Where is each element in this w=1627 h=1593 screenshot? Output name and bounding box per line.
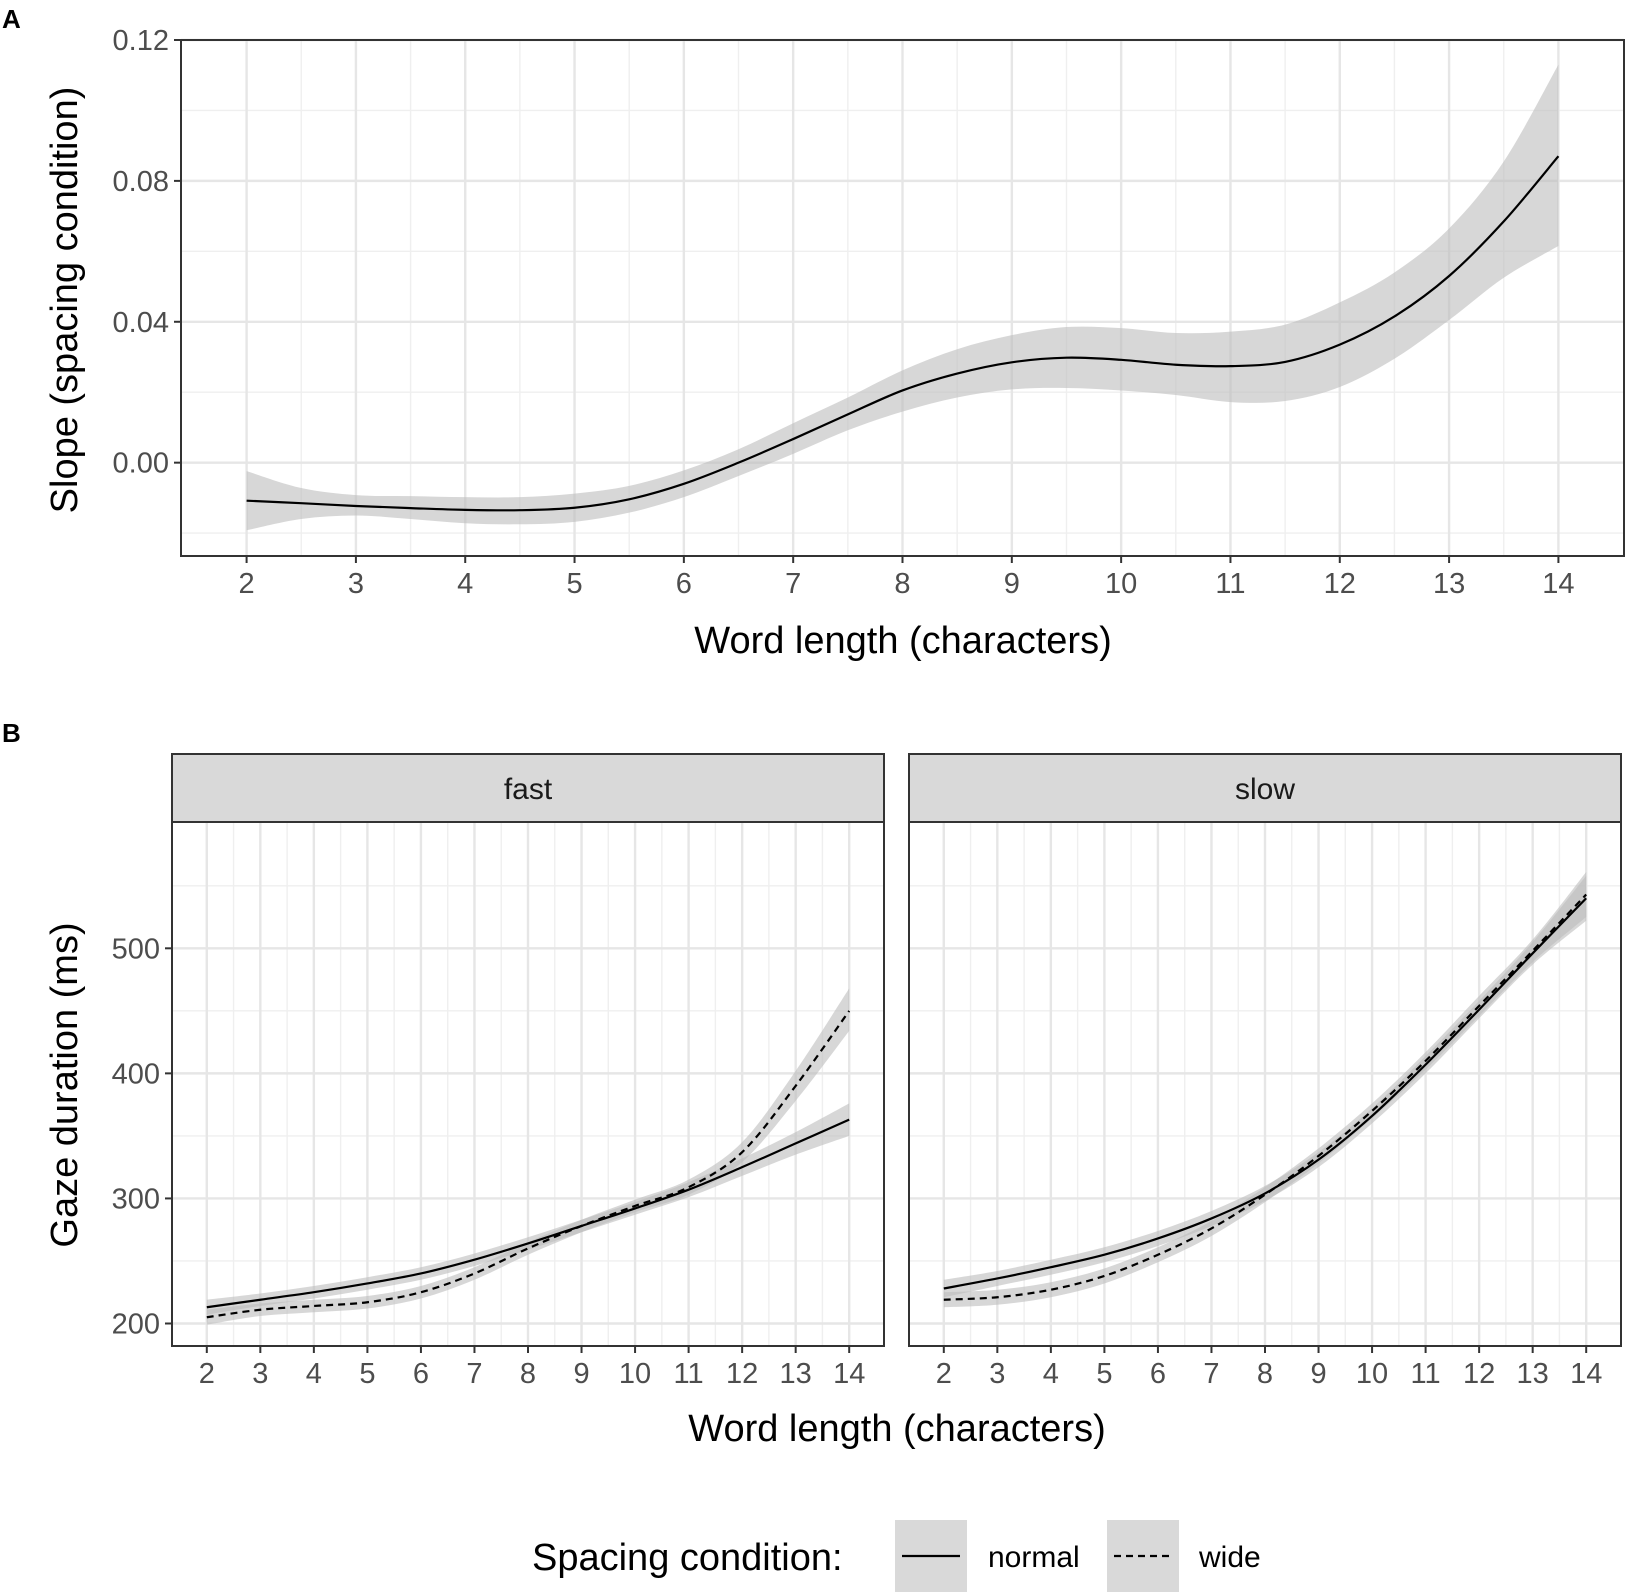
panel-a-label: A [2, 4, 21, 34]
panel-b-slow-x-tick-label: 9 [1310, 1358, 1326, 1390]
panel-b-y-axis-title: Gaze duration (ms) [44, 922, 86, 1247]
panel-a-x-tick-label: 10 [1105, 568, 1137, 600]
panel-b-slow-x-tick-label: 6 [1150, 1358, 1166, 1390]
facet-strip-slow: slow [908, 753, 1622, 823]
panel-b-slow-line-wide [943, 893, 1587, 1301]
panel-b-slow-x-tick-label: 5 [1096, 1358, 1112, 1390]
panel-a-x-tick-label: 9 [1004, 568, 1020, 600]
panel-b-slow-line-normal [943, 897, 1587, 1290]
panel-a-y-axis-title: Slope (spacing condition) [44, 87, 86, 514]
panel-b-fast-y-tick-label: 400 [112, 1058, 160, 1090]
panel-b-fast-y-tick-label: 500 [112, 933, 160, 965]
panel-a-x-tick-label: 12 [1324, 568, 1356, 600]
panel-a-x-axis-title: Word length (characters) [694, 620, 1111, 662]
panel-a-y-tick-label: 0.12 [113, 25, 169, 57]
facet-strip-fast-label: fast [504, 773, 553, 806]
panel-b-fast-x-tick-label: 5 [359, 1358, 375, 1390]
panel-b-fast-ci-band-normal [206, 1103, 850, 1315]
panel-b-fast-x-tick-label: 13 [780, 1358, 812, 1390]
panel-b-slow-x-tick-label: 3 [989, 1358, 1005, 1390]
panel-b-slow-x-tick-label: 7 [1203, 1358, 1219, 1390]
panel-b-slow-x-tick-label: 4 [1043, 1358, 1059, 1390]
panel-b-slow-x-tick-label: 13 [1517, 1358, 1549, 1390]
panel-a-y-tick-label: 0.00 [113, 448, 169, 480]
panel-b-facet-fast-plot: 2 3 4 5 6 7 8 9 10 11 12 13 14 200 300 400 500 [112, 821, 885, 1390]
panel-a-x-tick-label: 3 [348, 568, 364, 600]
panel-a-line-slope [246, 155, 1560, 512]
legend: Spacing condition: normal wide [532, 1520, 1261, 1592]
facet-strip-slow-label: slow [1235, 773, 1295, 806]
panel-a-x-tick-label: 8 [894, 568, 910, 600]
panel-a-x-tick-label: 11 [1215, 568, 1245, 600]
panel-b-fast-x-tick-label: 3 [252, 1358, 268, 1390]
panel-a-y-tick-label: 0.04 [113, 307, 169, 339]
panel-b-slow-x-tick-label: 14 [1570, 1358, 1602, 1390]
panel-a-plot: 2 3 4 5 6 7 8 9 10 11 12 13 14 0.00 0.04 0.08 0.12 [113, 25, 1625, 600]
panel-b-fast-x-tick-label: 14 [833, 1358, 865, 1390]
panel-b-fast-line-normal [206, 1118, 850, 1309]
legend-label-wide: wide [1198, 1541, 1261, 1574]
panel-b-slow-x-tick-label: 2 [936, 1358, 952, 1390]
facet-strip-fast: fast [171, 753, 885, 823]
panel-b-fast-x-tick-label: 10 [619, 1358, 651, 1390]
panel-a-x-tick-label: 14 [1542, 568, 1574, 600]
panel-b-fast-y-tick-label: 200 [112, 1308, 160, 1340]
panel-b-slow-x-tick-label: 8 [1257, 1358, 1273, 1390]
legend-title: Spacing condition: [532, 1537, 843, 1579]
panel-a-x-tick-label: 4 [457, 568, 473, 600]
panel-a-y-tick-label: 0.08 [113, 166, 169, 198]
panel-b-fast-x-tick-label: 12 [726, 1358, 758, 1390]
panel-a-x-tick-label: 2 [239, 568, 255, 600]
panel-a-x-tick-label: 7 [785, 568, 801, 600]
panel-b-fast-x-tick-label: 7 [466, 1358, 482, 1390]
panel-b-x-axis-title: Word length (characters) [688, 1408, 1105, 1450]
panel-b-slow-x-tick-label: 12 [1463, 1358, 1495, 1390]
panel-b-fast-line-wide [206, 1010, 851, 1319]
panel-a-x-tick-label: 5 [566, 568, 582, 600]
panel-b-slow-x-tick-label: 10 [1356, 1358, 1388, 1390]
panel-a-x-tick-label: 13 [1433, 568, 1465, 600]
panel-b-fast-x-tick-label: 4 [306, 1358, 322, 1390]
panel-b-facet-slow-plot: 2 3 4 5 6 7 8 9 10 11 12 13 14 [908, 821, 1622, 1390]
panel-b-fast-x-tick-label: 11 [674, 1358, 704, 1390]
panel-b-fast-x-tick-label: 2 [199, 1358, 215, 1390]
panel-b-fast-x-tick-label: 8 [520, 1358, 536, 1390]
legend-label-normal: normal [988, 1541, 1080, 1574]
panel-b-fast-y-tick-label: 300 [112, 1183, 160, 1215]
panel-b-fast-x-tick-label: 6 [413, 1358, 429, 1390]
panel-b-label: B [2, 718, 21, 748]
panel-b-slow-x-tick-label: 11 [1411, 1358, 1441, 1390]
panel-a-x-tick-label: 6 [676, 568, 692, 600]
panel-b-fast-x-tick-label: 9 [573, 1358, 589, 1390]
